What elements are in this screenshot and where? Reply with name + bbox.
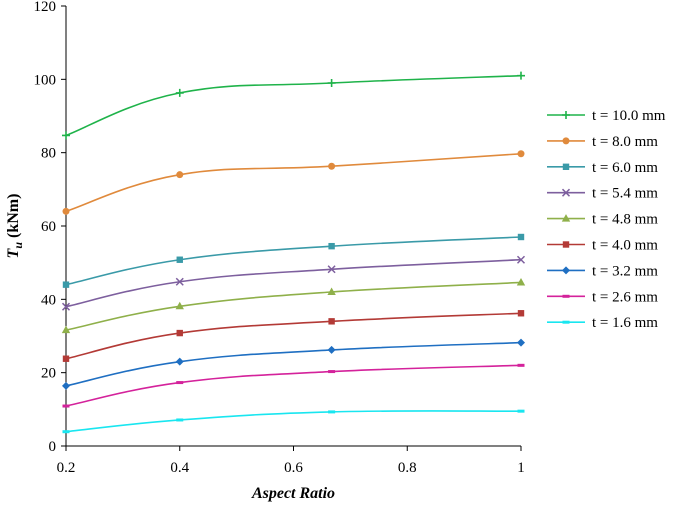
legend-swatch-marker (561, 188, 571, 197)
data-point (328, 370, 336, 374)
data-point (327, 287, 336, 295)
legend-label: t = 1.6 mm (592, 315, 658, 331)
legend-label: t = 3.2 mm (592, 263, 658, 279)
x-tick-label: 0.6 (284, 460, 303, 476)
data-point (62, 131, 70, 140)
x-axis-title: Aspect Ratio (251, 485, 335, 502)
y-tick-label: 80 (41, 146, 56, 162)
y-tick-label: 20 (41, 366, 56, 382)
data-point (176, 329, 183, 337)
legend-swatch-marker (562, 266, 570, 275)
y-tick-label: 40 (41, 292, 56, 308)
data-point (328, 318, 335, 325)
data-point (328, 162, 336, 170)
legend-label: t = 4.8 mm (592, 212, 658, 228)
legend-swatch-marker (562, 320, 570, 324)
y-axis-title-main: T (5, 247, 22, 258)
data-point (516, 255, 526, 264)
axes (65, 6, 521, 447)
data-point (62, 404, 70, 408)
y-tick-label: 60 (41, 219, 56, 235)
series-line-6 (65, 341, 522, 387)
data-point (61, 325, 71, 334)
series-line-2 (65, 236, 522, 286)
data-point (327, 79, 336, 87)
legend-swatch-marker (562, 163, 570, 170)
legend-label: t = 8.0 mm (592, 134, 658, 150)
data-point (62, 207, 70, 215)
data-point (517, 363, 525, 367)
legend-label: t = 10.0 mm (592, 108, 666, 124)
data-point (176, 256, 183, 263)
data-point (176, 171, 184, 179)
y-tick-label: 100 (34, 72, 57, 88)
data-point (517, 409, 525, 413)
data-point (62, 355, 70, 362)
y-axis-title-subscript: u (11, 242, 25, 249)
x-tick-label: 1 (517, 460, 525, 476)
y-tick-label: 120 (34, 0, 57, 15)
data-point (62, 381, 70, 390)
data-point (517, 338, 525, 347)
data-point (517, 150, 525, 158)
data-point (176, 418, 184, 422)
y-tick-label: 0 (49, 439, 57, 455)
y-axis-title-unit: (kNm) (5, 194, 22, 242)
series-line-3 (65, 258, 522, 308)
data-point (327, 265, 336, 274)
legend-swatch-marker (562, 137, 570, 145)
series-line-4 (65, 281, 522, 331)
series-markers (61, 71, 526, 434)
legend-swatch-marker (561, 214, 571, 222)
data-point (516, 277, 526, 286)
tick-marks: 0 20 40 60 80 100 120 0.2 0.4 0.6 0.8 1 (34, 0, 525, 476)
data-point (61, 302, 71, 311)
legend-swatch-marker (562, 294, 570, 298)
series-line-5 (65, 312, 522, 360)
legend-swatch-marker (562, 241, 570, 248)
data-point (175, 88, 184, 97)
data-point (175, 357, 184, 366)
series-line-8 (65, 410, 522, 433)
x-tick-label: 0.2 (57, 460, 76, 476)
data-point (328, 410, 336, 414)
x-tick-label: 0.8 (398, 460, 417, 476)
x-tick-label: 0.4 (170, 460, 189, 476)
legend-label: t = 5.4 mm (592, 186, 658, 202)
legend-label: t = 2.6 mm (592, 289, 658, 305)
legend-swatch-marker (562, 111, 570, 119)
data-point (175, 301, 184, 310)
data-point (176, 381, 184, 385)
data-point (175, 277, 184, 286)
series-line-0 (65, 74, 522, 137)
data-point (62, 281, 70, 288)
data-point (62, 430, 70, 434)
data-point (327, 345, 336, 354)
series-lines (65, 74, 522, 433)
data-point (328, 242, 335, 250)
data-point (517, 233, 525, 241)
legend: t = 10.0 mm t = 8.0 mm t = 6.0 mm t = 5.4 m… (547, 108, 666, 331)
series-line-1 (65, 152, 522, 213)
legend-label: t = 4.0 mm (592, 238, 658, 254)
legend-label: t = 6.0 mm (592, 160, 658, 176)
y-axis-title: Tu (kNm) (5, 194, 25, 259)
data-point (517, 71, 525, 80)
data-point (517, 310, 525, 317)
series-line-7 (65, 364, 522, 407)
